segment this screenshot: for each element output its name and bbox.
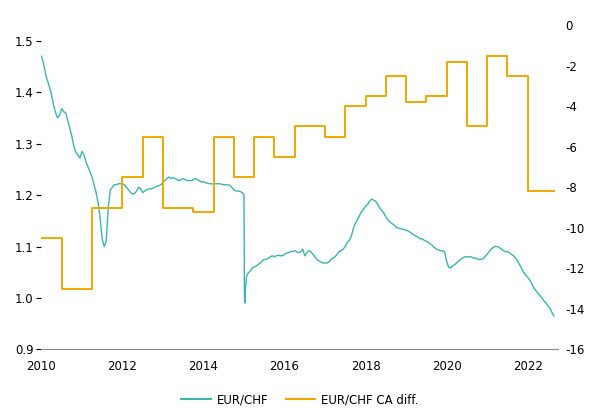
Legend: EUR/CHF, EUR/CHF CA diff.: EUR/CHF, EUR/CHF CA diff. xyxy=(176,389,424,411)
